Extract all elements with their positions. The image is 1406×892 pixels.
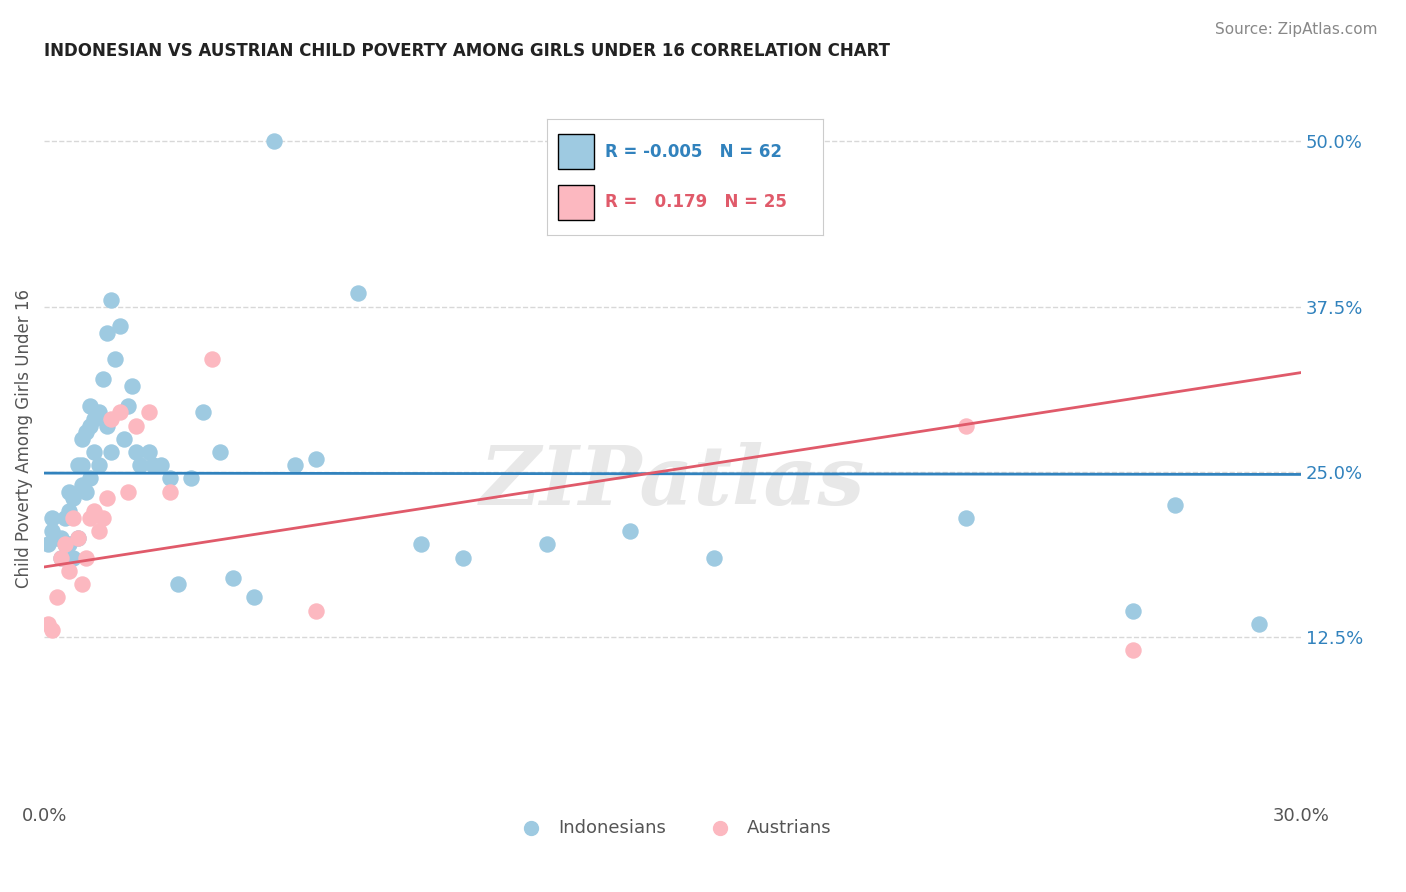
Point — [66, 531, 89, 545]
Point — [62, 491, 84, 506]
Point — [1122, 604, 1144, 618]
Point — [79, 399, 101, 413]
Point — [100, 445, 122, 459]
Text: Source: ZipAtlas.com: Source: ZipAtlas.com — [1215, 22, 1378, 37]
Point — [70, 478, 93, 492]
Point — [66, 531, 89, 545]
Point — [121, 379, 143, 393]
Point — [83, 412, 105, 426]
Point — [75, 425, 97, 439]
Point — [955, 511, 977, 525]
Point — [1247, 616, 1270, 631]
Point — [96, 491, 118, 506]
Point — [75, 550, 97, 565]
Point — [104, 352, 127, 367]
Point — [75, 484, 97, 499]
Point — [49, 531, 72, 545]
Point — [159, 484, 181, 499]
Point — [180, 471, 202, 485]
Point — [96, 326, 118, 340]
Point — [284, 458, 307, 472]
Point — [41, 524, 63, 539]
Point — [49, 550, 72, 565]
Point — [619, 524, 641, 539]
Point — [70, 458, 93, 472]
Point — [242, 591, 264, 605]
Point — [125, 418, 148, 433]
Point — [96, 418, 118, 433]
Point — [70, 577, 93, 591]
Point — [58, 504, 80, 518]
Point — [79, 511, 101, 525]
Point — [108, 319, 131, 334]
Point — [117, 399, 139, 413]
Point — [221, 570, 243, 584]
Legend: Indonesians, Austrians: Indonesians, Austrians — [506, 812, 839, 844]
Point — [37, 616, 59, 631]
Point — [125, 445, 148, 459]
Point — [87, 458, 110, 472]
Point — [53, 537, 76, 551]
Point — [83, 445, 105, 459]
Point — [100, 293, 122, 307]
Point — [112, 432, 135, 446]
Point — [138, 445, 160, 459]
Point — [91, 372, 114, 386]
Point — [347, 286, 370, 301]
Point — [1122, 643, 1144, 657]
Point — [159, 471, 181, 485]
Point — [201, 352, 224, 367]
Point — [70, 432, 93, 446]
Point — [208, 445, 231, 459]
Point — [138, 405, 160, 419]
Point — [58, 564, 80, 578]
Point — [305, 451, 328, 466]
Point — [83, 504, 105, 518]
Point — [53, 537, 76, 551]
Point — [955, 418, 977, 433]
Point — [45, 591, 67, 605]
Point — [117, 484, 139, 499]
Point — [108, 405, 131, 419]
Point — [37, 537, 59, 551]
Point — [45, 531, 67, 545]
Point — [263, 134, 285, 148]
Point — [536, 537, 558, 551]
Point — [451, 550, 474, 565]
Point — [79, 471, 101, 485]
Point — [62, 511, 84, 525]
Point — [49, 550, 72, 565]
Text: ZIPatlas: ZIPatlas — [479, 442, 865, 523]
Point — [87, 524, 110, 539]
Point — [1164, 498, 1187, 512]
Point — [167, 577, 190, 591]
Point — [91, 511, 114, 525]
Point — [41, 511, 63, 525]
Point — [79, 418, 101, 433]
Point — [62, 550, 84, 565]
Point — [41, 624, 63, 638]
Point — [100, 412, 122, 426]
Point — [193, 405, 215, 419]
Point — [66, 458, 89, 472]
Point — [409, 537, 432, 551]
Text: INDONESIAN VS AUSTRIAN CHILD POVERTY AMONG GIRLS UNDER 16 CORRELATION CHART: INDONESIAN VS AUSTRIAN CHILD POVERTY AMO… — [44, 42, 890, 60]
Point — [305, 604, 328, 618]
Point — [129, 458, 152, 472]
Point — [142, 458, 165, 472]
Point — [150, 458, 173, 472]
Point — [703, 550, 725, 565]
Point — [53, 511, 76, 525]
Point — [58, 484, 80, 499]
Y-axis label: Child Poverty Among Girls Under 16: Child Poverty Among Girls Under 16 — [15, 289, 32, 588]
Point — [58, 537, 80, 551]
Point — [87, 405, 110, 419]
